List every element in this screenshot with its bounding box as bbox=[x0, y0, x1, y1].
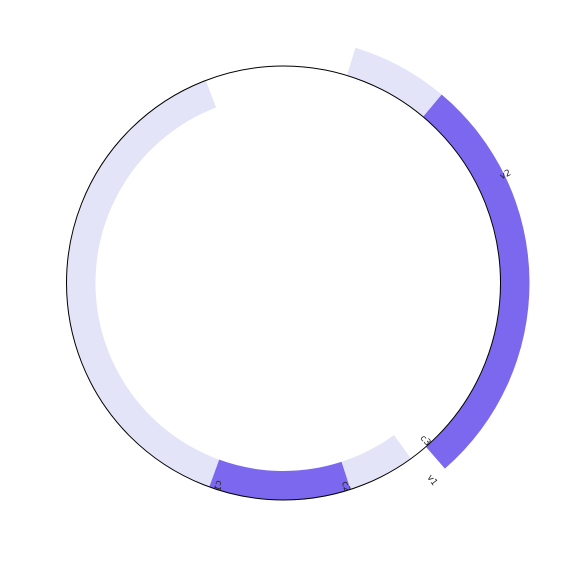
marker-label-v2: v2 bbox=[499, 168, 513, 182]
marker-label-c2: c2 bbox=[339, 480, 352, 493]
segment-arc-left bbox=[66, 80, 220, 487]
segment-arc-c2-c3 bbox=[341, 435, 412, 490]
segment-arc-top bbox=[346, 47, 442, 117]
segment-arc-v1-v2 bbox=[422, 94, 530, 469]
marker-label-c1: c1 bbox=[211, 479, 224, 492]
segment-arc-c1-c2 bbox=[209, 459, 351, 501]
arc-layer bbox=[66, 47, 530, 501]
main-circle bbox=[66, 65, 501, 501]
marker-label-v1: v1 bbox=[424, 473, 439, 488]
